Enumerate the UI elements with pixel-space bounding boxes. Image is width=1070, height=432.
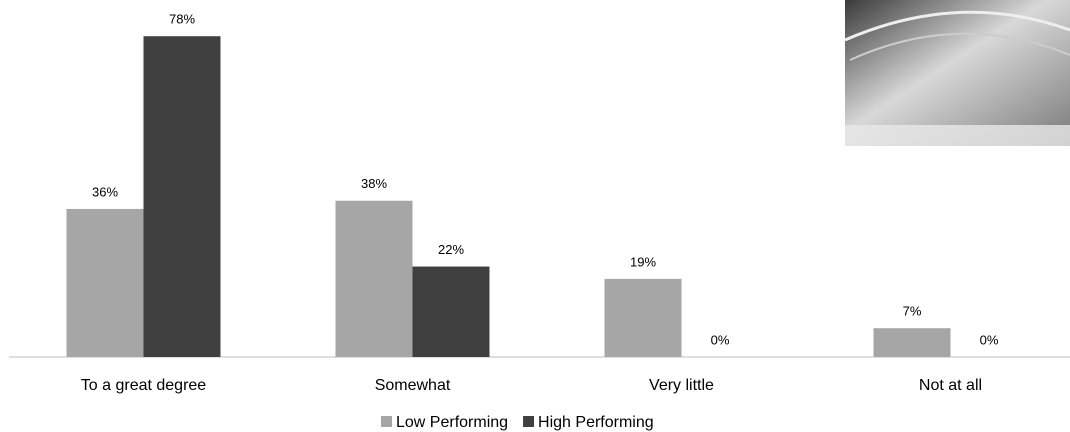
x-tick-label: To a great degree [81,377,207,394]
photo-band [845,125,1070,146]
value-label: 38% [361,176,387,191]
decorative-photo [844,0,1070,146]
value-label: 36% [92,184,118,199]
legend-swatch [523,416,535,427]
x-tick-label: Somewhat [375,377,451,394]
bar [604,278,682,357]
legend-label: High Performing [538,414,654,431]
legend-swatch [381,416,392,427]
value-label: 78% [169,12,195,27]
legend-label: Low Performing [396,414,508,431]
value-label: 0% [980,332,999,347]
bar [143,36,221,357]
x-tick-label: Very little [649,377,714,394]
value-label: 0% [711,332,730,347]
bar [873,328,951,357]
photo-detail [844,10,1070,42]
x-tick-label: Not at all [919,377,982,394]
value-label: 19% [630,254,656,269]
value-label: 7% [903,304,922,319]
photo-frame [845,0,1070,146]
bar [412,266,490,357]
value-label: 22% [438,242,464,257]
photo-detail [849,32,1070,61]
bar [335,200,413,357]
bar [66,208,144,357]
